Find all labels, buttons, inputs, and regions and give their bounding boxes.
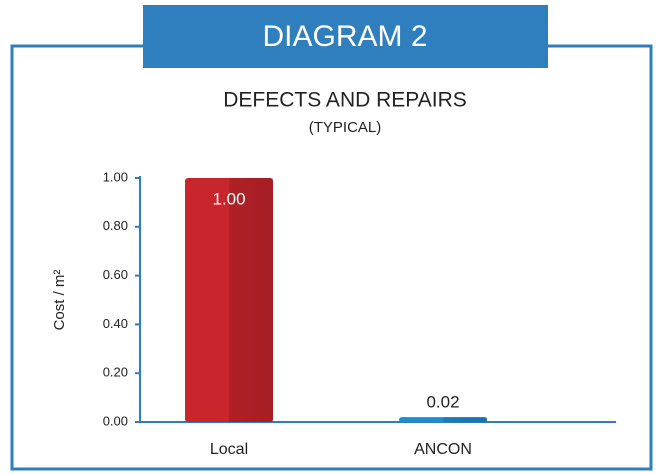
y-tick-label: 0.20 [103, 365, 128, 380]
chart-title: DEFECTS AND REPAIRS [223, 89, 467, 112]
y-tick-label: 0.40 [103, 316, 128, 331]
header-tab [143, 5, 548, 68]
chart-subtitle: (TYPICAL) [309, 119, 382, 136]
x-tick-label: ANCON [414, 441, 472, 458]
data-label: 1.00 [212, 189, 245, 208]
bar-shade [185, 178, 273, 422]
y-tick-label: 0.60 [103, 267, 128, 282]
data-label: 0.02 [426, 393, 459, 412]
y-tick-label: 0.80 [103, 218, 128, 233]
bar-shade [399, 417, 487, 422]
y-tick-label: 0.00 [103, 413, 128, 428]
y-tick-label: 1.00 [103, 169, 128, 184]
header: DIAGRAM 2 [262, 20, 427, 53]
y-axis-label: Cost / m² [51, 270, 68, 331]
x-tick-label: Local [210, 441, 248, 458]
